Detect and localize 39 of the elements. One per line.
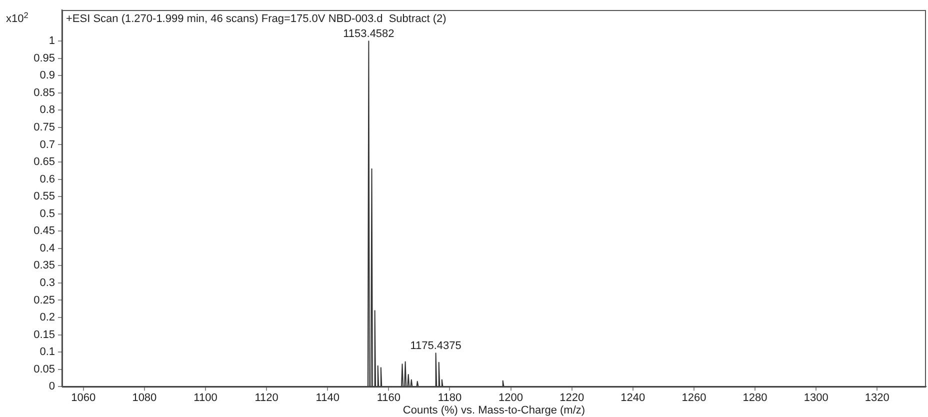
y-tick-label: 0.55 [34, 190, 55, 203]
y-tick-label: 0.45 [34, 225, 55, 238]
x-tick-label: 1220 [560, 392, 584, 404]
y-tick-label: 0.7 [40, 138, 55, 151]
y-tick-label: 0.75 [34, 122, 55, 134]
y-tick-label: 0.9 [40, 70, 55, 82]
y-tick-label: 1 [48, 35, 55, 48]
x-tick-label: 1180 [438, 392, 462, 404]
x-tick-label: 1160 [376, 392, 400, 404]
y-tick-label: 0.05 [34, 363, 55, 376]
y-tick-label: 0.15 [34, 328, 55, 341]
y-tick-label: 0.95 [34, 52, 55, 64]
x-tick-label: 1060 [71, 392, 96, 404]
annotation: 1175.4375 [410, 340, 462, 352]
x-tick-label: 1120 [254, 392, 278, 404]
x-tick-label: 1280 [742, 392, 768, 404]
y-tick-label: 0.2 [40, 312, 55, 324]
y-tick-label: 0.1 [40, 346, 55, 358]
x-tick-label: 1260 [682, 392, 706, 404]
y-tick-label: 0.85 [34, 86, 55, 99]
x-tick-label: 1240 [620, 392, 646, 404]
y-tick-label: 0.8 [40, 104, 55, 116]
x-axis-title: Counts (%) vs. Mass-to-Charge (m/z) [402, 404, 586, 416]
x-tick-label: 1100 [194, 392, 218, 404]
x-tick-label: 1140 [316, 392, 340, 404]
y-tick-label: 0.4 [40, 242, 55, 254]
y-tick-label: 0.25 [34, 294, 55, 306]
x-tick-label: 1300 [804, 392, 828, 404]
x-tick-label: 1320 [864, 392, 890, 404]
x-tick-label: 1080 [132, 392, 157, 404]
y-tick-label: 0.3 [40, 276, 55, 289]
y-tick-label: 0.5 [40, 208, 55, 220]
y-tick-label: 0.35 [34, 260, 55, 272]
x-tick-label: 1200 [498, 392, 524, 404]
annotation: 1153.4582 [343, 28, 394, 40]
y-tick-label: 0.6 [40, 173, 55, 186]
y-tick-label: 0.65 [34, 156, 55, 168]
y-tick-label: 0 [48, 380, 55, 393]
chart-title: +ESI Scan (1.270-1.999 min, 46 scans) Frag=175.0V NBD-003.d Subtract (2) [66, 13, 446, 25]
